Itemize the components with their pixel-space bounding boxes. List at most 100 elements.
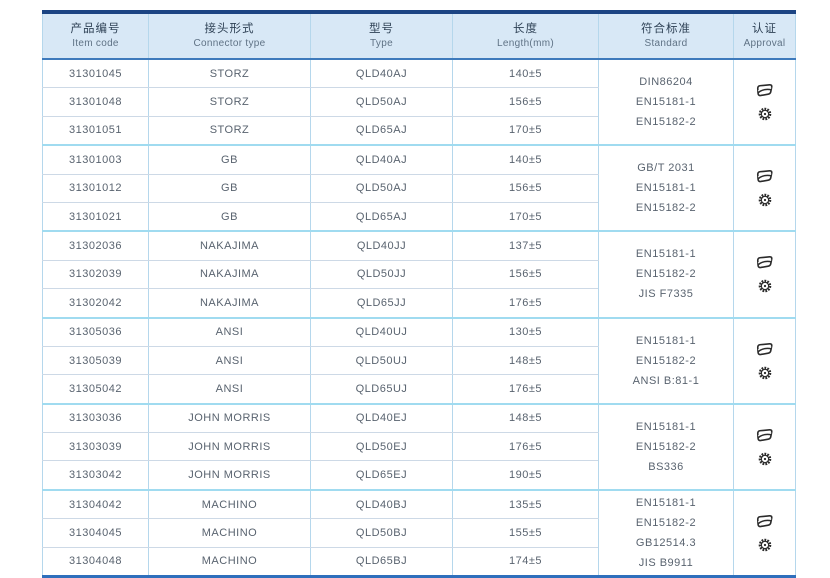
standard-text: EN15182-2 <box>635 440 697 453</box>
length-cell: 170±5 <box>452 202 599 232</box>
table-row: 31303039 JOHN MORRIS QLD50EJ 176±5 <box>42 432 796 462</box>
connector-type-cell: STORZ <box>148 116 311 146</box>
table-row: 31304042 MACHINO QLD40BJ 135±5 EN15181-1 EN15… <box>42 489 796 577</box>
type-cell: QLD65UJ <box>310 374 453 404</box>
connector-type-cell: GB <box>148 174 311 203</box>
connector-type-cell: GB <box>148 202 311 232</box>
standard-text: BS336 <box>648 460 684 473</box>
product-group: 31302036 NAKAJIMA QLD40JJ 137±5 EN15181-1 EN1… <box>42 231 796 318</box>
column-header-length: 长度 Length(mm) <box>452 12 599 59</box>
type-cell: QLD50AJ <box>310 87 453 117</box>
item-code-cell: 31304048 <box>69 555 122 568</box>
standard-text: EN15181-1 <box>635 96 697 109</box>
connector-type-cell: JOHN MORRIS <box>148 432 311 462</box>
column-header-en: Length(mm) <box>497 38 554 49</box>
type-cell: QLD65AJ <box>310 202 453 232</box>
length-cell: 155±5 <box>452 518 599 548</box>
item-code-cell: 31301012 <box>42 174 149 203</box>
length-cell: 140±5 <box>452 145 599 175</box>
approval-icons <box>734 342 795 380</box>
type-cell: QLD40AJ <box>310 145 453 175</box>
table-row: 31303036 JOHN MORRIS QLD40EJ 148±5 EN15181-1… <box>42 403 796 490</box>
product-table: 产品编号 Item code 接头形式 Connector type 型号 Type 长度 L… <box>42 10 796 578</box>
certification-seal-icon <box>758 279 772 293</box>
table-header-row: 产品编号 Item code 接头形式 Connector type 型号 Type 长度 L… <box>42 12 796 59</box>
item-code-cell: 31303039 <box>42 432 149 462</box>
column-header-zh: 接头形式 <box>204 23 255 35</box>
length-cell: 190±5 <box>452 460 599 490</box>
type-cell: QLD40BJ <box>310 489 453 520</box>
standards-cell: EN15181-1 EN15182-2 ANSI B:81-1 <box>598 317 734 404</box>
table-row: 31304048 MACHINO QLD65BJ 174±5 <box>43 547 796 577</box>
certification-seal-icon <box>758 366 772 380</box>
approval-icons <box>734 83 795 121</box>
item-code-cell: 31303036 <box>42 403 149 434</box>
approval-icons <box>734 428 795 466</box>
connector-type-cell: GB <box>148 145 311 175</box>
approval-cell <box>733 317 796 404</box>
table-row: 31305039 ANSI QLD50UJ 148±5 <box>42 346 796 376</box>
length-cell: 156±5 <box>452 260 599 290</box>
column-header-en: Approval <box>743 38 786 49</box>
table-row: 31302039 NAKAJIMA QLD50JJ 156±5 <box>42 260 796 290</box>
table-row: 31305042 ANSI QLD65UJ 176±5 <box>43 374 796 404</box>
standard-text: EN15182-2 <box>635 202 697 215</box>
product-spec-section: 产品编号 Item code 接头形式 Connector type 型号 Type 长度 L… <box>42 10 796 578</box>
product-group: 31301045 STORZ QLD40AJ 140±5 DIN86204 EN15181… <box>42 59 796 146</box>
type-cell: QLD50AJ <box>310 174 453 203</box>
table-row: 31301045 STORZ QLD40AJ 140±5 DIN86204 EN15181… <box>42 59 796 146</box>
length-cell: 148±5 <box>452 403 599 434</box>
length-cell: 170±5 <box>452 116 599 146</box>
certification-seal-icon <box>758 452 772 466</box>
type-cell: QLD50BJ <box>310 518 453 548</box>
item-code-cell: 31305039 <box>42 346 149 376</box>
connector-type-cell: NAKAJIMA <box>148 288 311 318</box>
type-cell: QLD65JJ <box>310 288 453 318</box>
standards-cell: GB/T 2031 EN15181-1 EN15182-2 <box>598 145 734 232</box>
approval-cell <box>733 231 796 318</box>
item-code-cell: 31302036 <box>42 231 149 261</box>
item-code-cell: 31302039 <box>42 260 149 290</box>
approval-cell <box>733 145 796 232</box>
standard-text: JIS F7335 <box>638 288 694 301</box>
table-row: 31302042 NAKAJIMA QLD65JJ 176±5 <box>43 288 796 318</box>
standards-cell: DIN86204 EN15181-1 EN15182-2 <box>598 59 734 146</box>
type-cell: QLD40EJ <box>310 403 453 434</box>
item-code-cell: 31303042 <box>69 469 122 482</box>
type-cell: QLD65BJ <box>310 547 453 577</box>
approval-cell <box>733 403 796 490</box>
table-row: 31301051 STORZ QLD65AJ 170±5 <box>43 116 796 146</box>
standards-cell: EN15181-1 EN15182-2 GB12514.3 JIS B9911 <box>598 489 734 577</box>
column-header-zh: 型号 <box>369 23 394 35</box>
column-header-standard: 符合标准 Standard <box>598 12 734 59</box>
standards-cell: EN15181-1 EN15182-2 JIS F7335 <box>598 231 734 318</box>
item-code-cell: 31302042 <box>69 296 122 309</box>
type-cell: QLD40UJ <box>310 317 453 347</box>
item-code-cell: 31305036 <box>42 317 149 347</box>
approval-icons <box>734 169 795 207</box>
length-cell: 135±5 <box>452 489 599 520</box>
type-approval-logo-icon <box>755 83 774 98</box>
approval-icons <box>734 514 795 552</box>
length-cell: 148±5 <box>452 346 599 376</box>
standard-text: EN15182-2 <box>635 354 697 367</box>
length-cell: 176±5 <box>452 288 599 318</box>
column-header-zh: 产品编号 <box>70 23 121 35</box>
type-approval-logo-icon <box>755 342 774 357</box>
type-cell: QLD65EJ <box>310 460 453 490</box>
item-code-cell: 31304042 <box>42 489 149 520</box>
connector-type-cell: MACHINO <box>148 489 311 520</box>
length-cell: 156±5 <box>452 87 599 117</box>
column-header-en: Standard <box>644 38 688 49</box>
length-cell: 156±5 <box>452 174 599 203</box>
item-code-cell: 31301045 <box>42 59 149 89</box>
standard-text: EN15182-2 <box>635 268 697 281</box>
certification-seal-icon <box>758 538 772 552</box>
length-cell: 176±5 <box>452 432 599 462</box>
standard-text: EN15182-2 <box>635 516 697 529</box>
table-row: 31304045 MACHINO QLD50BJ 155±5 <box>42 518 796 548</box>
table-row: 31301021 GB QLD65AJ 170±5 <box>43 202 796 232</box>
item-code-cell: 31301021 <box>69 210 122 223</box>
item-code-cell: 31301048 <box>42 87 149 117</box>
standard-text: EN15181-1 <box>635 248 697 261</box>
